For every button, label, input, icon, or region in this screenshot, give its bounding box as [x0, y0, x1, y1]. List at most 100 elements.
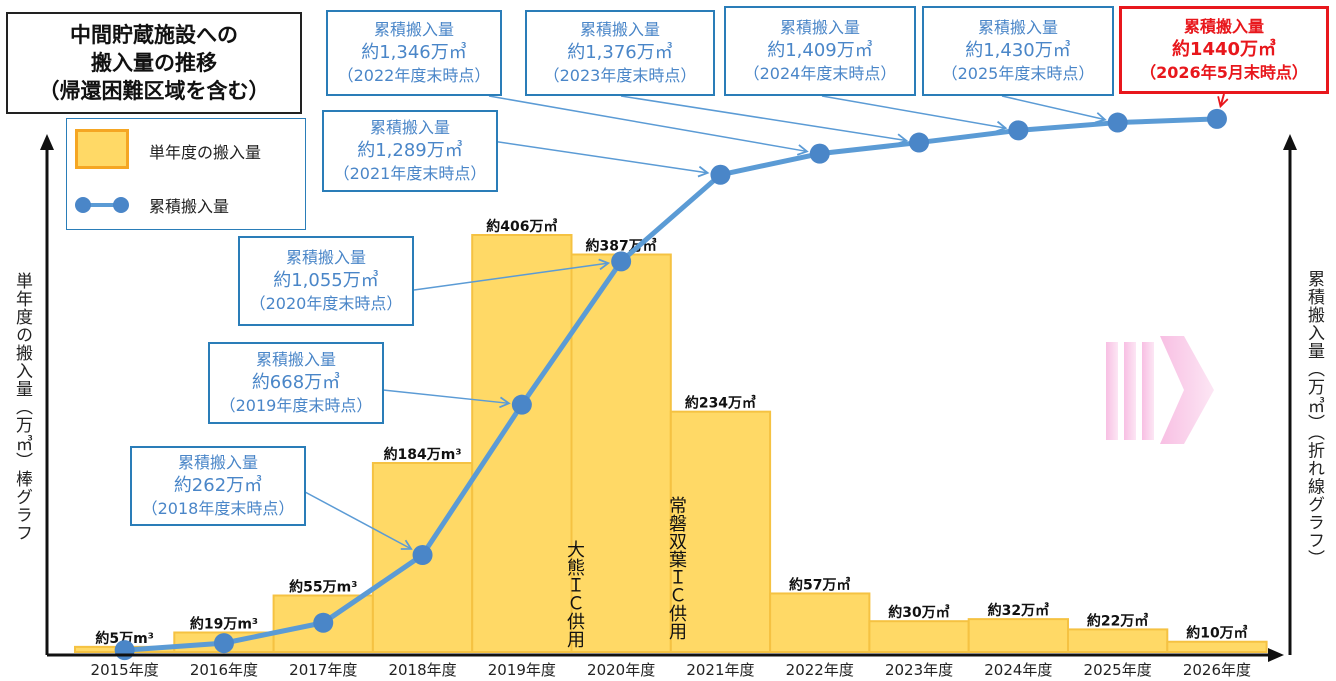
callout-text-l3: （2022年度末時点） [337, 66, 491, 85]
decor-bar [1124, 342, 1136, 440]
callout-text-l3: （2026年5月末時点） [1140, 63, 1308, 82]
legend-marker-icon [75, 197, 91, 213]
bar-value-label: 約5万m³ [95, 630, 153, 647]
axes [40, 134, 1297, 662]
callout-text-l1: 累積搬入量 [977, 18, 1058, 37]
line-series [114, 108, 1227, 661]
callout-arrows [291, 93, 1229, 550]
line-point-2016年度 [213, 633, 234, 654]
bar-2019年度 [471, 234, 573, 653]
cumulative-line [124, 116, 1218, 653]
bar-series [74, 234, 1268, 654]
line-point-2019年度 [511, 394, 532, 415]
bar-value-label: 約57万㎥ [789, 576, 850, 593]
annotation-joban-futaba-ic: 常磐双葉ＩＣ供用 [666, 496, 687, 640]
bar-2021年度 [669, 410, 772, 653]
line-point-2024年度 [1008, 120, 1029, 141]
x-tick-label: 2016年度 [190, 661, 258, 679]
bar-2026年度 [1166, 640, 1268, 654]
callout-4: 累積搬入量約1,289万㎥ （2021年度末時点） [322, 110, 498, 192]
callout-7: 累積搬入量 約1,409万㎥ （2024年度末時点） [724, 6, 916, 96]
left-axis-label: 単年度の搬入量（万㎥）棒グラフ [12, 272, 32, 542]
decor-chevron [1160, 336, 1214, 444]
x-tick-label: 2015年度 [91, 661, 159, 679]
callout-6: 累積搬入量約1,376万㎥ （2023年度末時点） [525, 10, 715, 96]
callout-arrow [382, 389, 511, 409]
bar-2025年度 [1067, 628, 1169, 653]
callout-text-l1: 累積搬入量 [369, 118, 450, 137]
chart-title-line-2: 搬入量の推移 [91, 51, 217, 75]
callout-text-l2: 約1,376万㎥ [567, 42, 673, 63]
callout-text-l3: （2025年度末時点） [941, 64, 1095, 83]
x-tick-label: 2025年度 [1084, 661, 1152, 679]
callout-text-l2: 約1,409万㎥ [767, 40, 873, 61]
line-point-2021年度 [710, 164, 731, 185]
callout-text-l2: 約262万㎥ [173, 475, 263, 496]
legend-bar-label: 単年度の搬入量 [149, 143, 262, 162]
callout-text-l3: （2020年度末時点） [249, 294, 403, 313]
callout-text-l3: （2018年度末時点） [141, 499, 295, 518]
bar-value-label: 約30万㎥ [888, 604, 949, 621]
callout-text-l2: 約1,346万㎥ [361, 42, 467, 63]
bar-value-label: 約10万㎥ [1186, 625, 1247, 642]
bar-value-label: 約184万m³ [384, 446, 462, 463]
callout-text-l3: （2023年度末時点） [543, 66, 697, 85]
line-point-2018年度 [412, 544, 433, 565]
bar-label-group: 約5万m³ 約19万m³ 約55万m³ 約184万m³ 約406万㎥約387万㎥約234… [95, 218, 1247, 647]
bar-2020年度 [570, 253, 672, 654]
line-point-2025年度 [1107, 112, 1128, 133]
callout-text-l3: （2019年度末時点） [219, 396, 373, 415]
callout-arrow [488, 95, 809, 156]
callout-8: 累積搬入量 約1,430万㎥ （2025年度末時点） [922, 6, 1114, 96]
bar-2023年度 [868, 620, 970, 654]
callout-text-l3: （2021年度末時点） [333, 164, 487, 183]
chart-title-box: 中間貯蔵施設への 搬入量の推移 （帰還困難区域を含む） [6, 12, 302, 114]
legend: 単年度の搬入量 累積搬入量 [66, 118, 306, 230]
legend-line-swatch [81, 203, 123, 207]
legend-bar-swatch [75, 129, 129, 169]
x-tick-label: 2018年度 [388, 661, 456, 679]
x-tick-label: 2024年度 [984, 661, 1052, 679]
callout-text-l1: 累積搬入量 [285, 248, 366, 267]
x-tick-label: 2020年度 [587, 661, 655, 679]
chart-title-line-3: （帰還困難区域を含む） [38, 79, 270, 103]
legend-marker-icon [113, 197, 129, 213]
callout-arrow [1001, 95, 1107, 124]
callout-5: 累積搬入量約1,346万㎥ （2022年度末時点） [326, 10, 502, 96]
callout-3: 累積搬入量約1,055万㎥ （2020年度末時点） [238, 236, 414, 326]
callout-text-l1: 累積搬入量 [177, 453, 258, 472]
line-point-2026年度 [1206, 108, 1227, 129]
line-point-2020年度 [611, 251, 632, 272]
legend-line-label: 累積搬入量 [149, 197, 230, 216]
x-tick-label: 2022年度 [786, 661, 854, 679]
line-point-2022年度 [809, 143, 830, 164]
right-axis-arrow-icon [1283, 134, 1297, 150]
callout-text-l2: 約1440万㎥ [1171, 39, 1277, 60]
callout-text-l1: 累積搬入量 [373, 20, 454, 39]
callout-2: 累積搬入量約668万㎥ （2019年度末時点） [208, 342, 384, 424]
chart-title-line-1: 中間貯蔵施設への [70, 23, 238, 47]
callout-arrow [413, 258, 611, 291]
callout-text-l1: 累積搬入量 [779, 18, 860, 37]
left-axis-arrow-icon [40, 134, 54, 150]
callout-arrow [291, 484, 413, 550]
decor-bar [1142, 342, 1154, 440]
bar-2022年度 [769, 592, 871, 654]
line-point-2015年度 [114, 640, 135, 661]
callout-text-l1: 累積搬入量 [255, 350, 336, 369]
callout-text-l2: 約1,289万㎥ [357, 140, 463, 161]
callout-text-l1: 累積搬入量 [579, 20, 660, 39]
right-axis-label: 累積搬入量（万㎥）（折れ線グラフ） [1304, 270, 1324, 568]
x-tick-label: 2019年度 [488, 661, 556, 679]
callout-text-l2: 約1,055万㎥ [273, 270, 379, 291]
x-axis-arrow-icon [1268, 648, 1284, 662]
bar-value-label: 約234万㎥ [685, 395, 756, 412]
bar-value-label: 約55万m³ [289, 579, 357, 596]
callout-arrow [821, 95, 1008, 133]
callout-arrow [620, 95, 909, 145]
callout-text-l2: 約668万㎥ [251, 372, 341, 393]
x-tick-label: 2021年度 [686, 661, 754, 679]
x-tick-labels: 2015年度 2016年度 2017年度 2018年度 2019年度 2020年度 2021… [91, 661, 1251, 679]
